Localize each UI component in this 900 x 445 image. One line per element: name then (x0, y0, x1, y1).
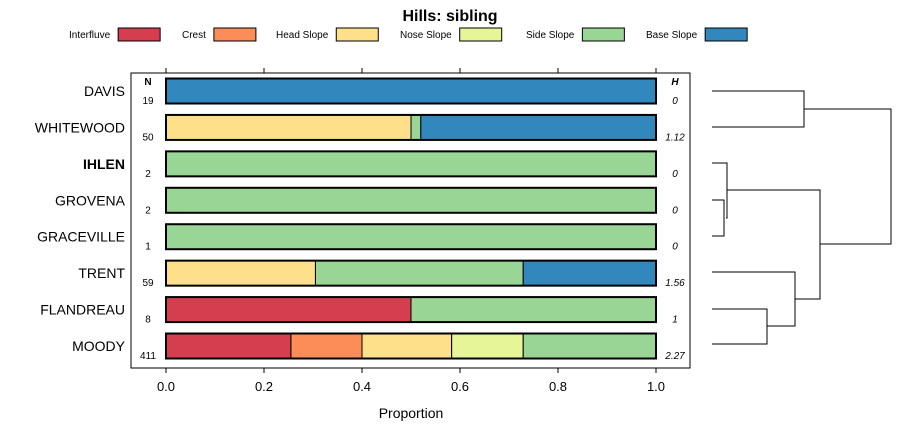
legend-label: Head Slope (276, 30, 329, 41)
dendrogram-branch (712, 90, 805, 128)
bar-segment (165, 296, 412, 323)
h-values: 0 1.12 0 0 0 1.56 1 2.27 (664, 96, 685, 362)
bar-segment (290, 333, 363, 360)
n-value: 59 (142, 278, 154, 289)
dendrogram-branch (804, 108, 892, 245)
bar-outline (165, 186, 657, 214)
h-value: 2.27 (664, 351, 685, 362)
x-tick-label: 1.0 (647, 379, 665, 394)
h-value: 1.56 (665, 278, 685, 289)
bar-segment (165, 150, 657, 177)
legend: Interfluve Crest Head Slope Nose Slope Side … (69, 27, 748, 42)
bar-segment (165, 333, 292, 360)
n-value: 2 (145, 205, 151, 216)
category-label: DAVIS (84, 83, 125, 99)
h-value: 0 (672, 96, 678, 107)
plot-frame (130, 72, 691, 369)
bar-segment (361, 333, 453, 360)
x-tick-label: 0.6 (451, 379, 469, 394)
bar-outline (165, 77, 657, 105)
dendrogram-branch (712, 199, 725, 237)
bar-segment (165, 114, 412, 141)
legend-swatch (213, 27, 257, 42)
bar-outline (165, 296, 657, 324)
category-label: WHITEWOOD (35, 119, 125, 135)
legend-label: Base Slope (646, 30, 698, 41)
h-value: 1.12 (665, 132, 685, 143)
x-tick-label: 0.8 (549, 379, 567, 394)
bar-segment (165, 187, 657, 214)
category-label: GRACEVILLE (37, 229, 125, 245)
bar-segment (522, 333, 657, 360)
bar-segment (165, 223, 657, 250)
category-label: MOODY (72, 338, 126, 354)
top-ticks (165, 68, 657, 73)
category-label: TRENT (78, 265, 125, 281)
legend-swatch (335, 27, 379, 42)
n-value: 1 (145, 242, 151, 253)
category-label: FLANDREAU (40, 302, 125, 318)
bar-segment (165, 78, 657, 104)
category-labels: DAVIS WHITEWOOD IHLEN GROVENA GRACEVILLE TREN… (35, 83, 126, 354)
dendrogram-branch (727, 189, 821, 300)
bars (165, 77, 657, 360)
x-tick-label: 0.4 (353, 379, 371, 394)
bar-segment (165, 260, 316, 287)
bar-outline (165, 223, 657, 251)
legend-label: Side Slope (526, 30, 575, 41)
bar-segment (420, 114, 657, 141)
bar-segment (522, 260, 657, 287)
dendrogram-branch (712, 271, 796, 327)
n-value: 50 (142, 132, 154, 143)
h-value: 0 (672, 205, 678, 216)
h-value: 0 (672, 242, 678, 253)
chart-title: Hills: sibling (402, 8, 497, 25)
bar-outline (165, 332, 657, 360)
bar-outline (165, 259, 657, 287)
bar-segment (410, 296, 657, 323)
h-value: 0 (672, 169, 678, 180)
x-axis-label: Proportion (379, 405, 444, 421)
n-value: 411 (140, 351, 156, 362)
n-value: 19 (142, 96, 154, 107)
h-header: H (671, 77, 679, 88)
bar-segment (451, 333, 524, 360)
legend-swatch (581, 27, 625, 42)
legend-label: Interfluve (69, 30, 111, 41)
x-tick-label: 0.0 (157, 379, 175, 394)
n-header: N (144, 77, 151, 88)
legend-swatch (117, 27, 161, 42)
n-values: 19 50 2 2 1 59 8 411 (140, 96, 156, 362)
bar-segment (314, 260, 524, 287)
x-tick-label: 0.2 (255, 379, 273, 394)
category-label: IHLEN (83, 156, 125, 172)
n-value: 2 (145, 169, 151, 180)
x-axis: 0.0 0.2 0.4 0.6 0.8 1.0 (157, 368, 665, 394)
n-value: 8 (145, 315, 151, 326)
dendrogram-branch (712, 162, 728, 219)
legend-swatch (704, 27, 748, 42)
legend-label: Nose Slope (400, 30, 452, 41)
bar-segment (410, 114, 422, 141)
category-label: GROVENA (55, 192, 126, 208)
bar-outline (165, 113, 657, 141)
legend-label: Crest (182, 30, 206, 41)
bar-outline (165, 150, 657, 178)
dendrogram-branch (712, 308, 768, 345)
h-value: 1 (672, 315, 678, 326)
dendrogram (712, 90, 892, 345)
legend-swatch (459, 27, 503, 42)
